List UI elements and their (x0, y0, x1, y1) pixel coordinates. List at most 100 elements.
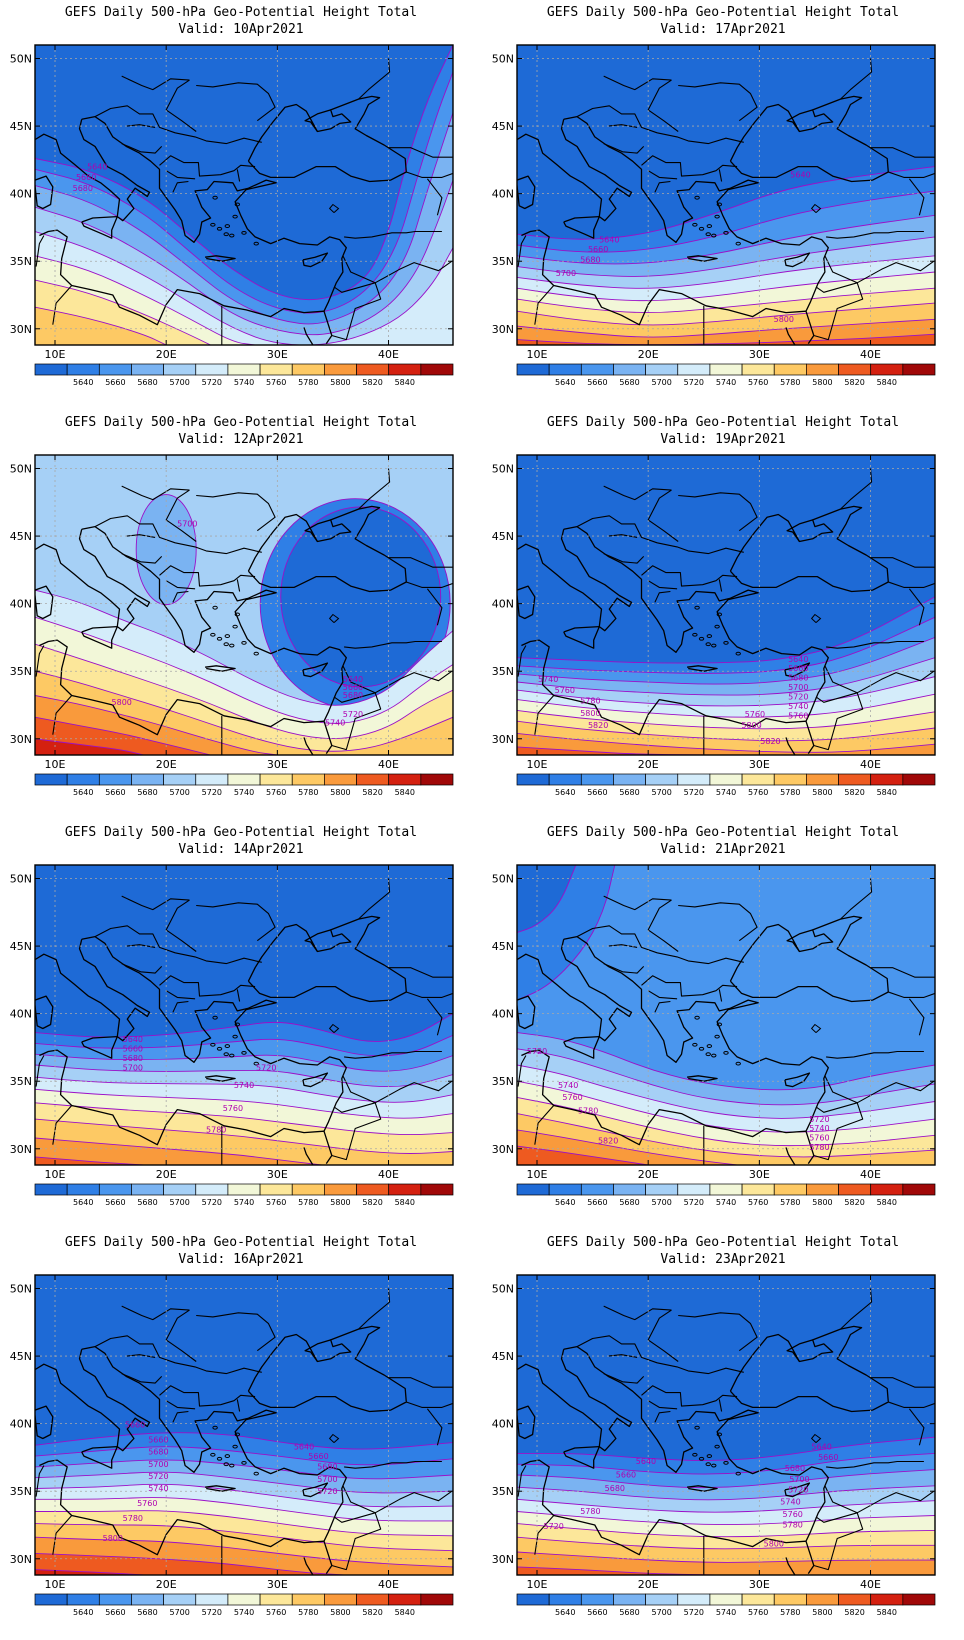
colorbar-label: 5720 (202, 788, 222, 797)
contour-label: 5640 (87, 162, 107, 171)
contour-label: 5760 (788, 712, 808, 721)
colorbar-swatch (677, 773, 711, 786)
contour-label: 5720 (527, 1047, 547, 1056)
island (223, 642, 229, 647)
contour-label: 5800 (774, 315, 794, 324)
coastline (563, 1345, 829, 1542)
contour-label: 5660 (588, 245, 608, 254)
country-border (826, 230, 924, 239)
colorbar-swatch (870, 1183, 904, 1196)
colorbar-label: 5840 (395, 788, 415, 797)
country-border (608, 124, 638, 128)
colorbar-label: 5820 (844, 1608, 864, 1617)
coastline (81, 1345, 347, 1542)
colorbar-label: 5780 (780, 788, 800, 797)
colorbar-label: 5780 (298, 1608, 318, 1617)
contour-label: 5800 (580, 709, 600, 718)
country-border (159, 1385, 256, 1407)
coastline (517, 529, 633, 632)
colorbar-swatch (163, 773, 197, 786)
contour-label: 5720 (148, 1472, 168, 1481)
contour-line (517, 720, 935, 742)
contour-label: 5760 (809, 1134, 829, 1143)
country-border (641, 975, 738, 997)
contour-line (517, 732, 935, 753)
island (212, 605, 218, 610)
island (253, 1471, 259, 1476)
colorbar-label: 5820 (844, 1198, 864, 1207)
contour-label: 5760 (137, 1499, 157, 1508)
colorbar-swatch (34, 773, 68, 786)
coastline (81, 115, 347, 312)
country-border (641, 565, 738, 587)
colorbar-label: 5780 (298, 788, 318, 797)
lon-tick-label: 20E (156, 1578, 177, 1591)
country-border (94, 1335, 262, 1375)
lat-tick-label: 45N (492, 530, 514, 543)
contour-line (35, 279, 211, 345)
coastline (517, 1405, 536, 1440)
colorbar-swatch (902, 773, 936, 786)
island (212, 1015, 218, 1020)
contour-label: 5780 (580, 697, 600, 706)
contour-line (517, 676, 935, 707)
coastline (563, 115, 829, 312)
lon-tick-label: 40E (860, 1578, 881, 1591)
contour-label: 5660 (308, 1452, 328, 1461)
lon-tick-label: 30E (749, 1578, 770, 1591)
lon-tick-label: 40E (378, 758, 399, 771)
colorbar-swatch (870, 363, 904, 376)
contour-label: 5640 (790, 170, 810, 179)
colorbar-label: 5640 (73, 378, 93, 387)
country-border (647, 1400, 678, 1410)
island (223, 232, 229, 237)
lat-tick-label: 45N (10, 940, 32, 953)
island (711, 1053, 717, 1058)
island (706, 1044, 713, 1048)
colorbar-swatch (356, 1593, 390, 1606)
coastline (303, 327, 314, 345)
colorbar-label: 5640 (555, 1608, 575, 1617)
colorbar-swatch (388, 1593, 422, 1606)
colorbar-swatch (259, 1593, 293, 1606)
colorbar-swatch (838, 1183, 872, 1196)
coastline (563, 1445, 600, 1469)
island (723, 1460, 729, 1465)
panel-19apr2021: GEFS Daily 500-hPa Geo-Potential Height … (482, 410, 964, 820)
colorbar-swatch (324, 363, 357, 376)
colorbar-swatch (259, 1183, 293, 1196)
colorbar-label: 5800 (812, 1608, 832, 1617)
coastline (786, 109, 813, 132)
colorbar-label: 5720 (202, 1608, 222, 1617)
lon-tick-label: 20E (638, 1578, 659, 1591)
coastline (205, 665, 236, 672)
fill-band (35, 307, 453, 345)
country-border (165, 170, 196, 180)
island (229, 1463, 235, 1468)
colorbar-swatch (645, 1183, 679, 1196)
colorbar-swatch (34, 363, 68, 376)
country-border (342, 1075, 453, 1104)
coastline (35, 939, 151, 1042)
coastline (517, 939, 633, 1042)
panel-title: GEFS Daily 500-hPa Geo-Potential Height … (546, 5, 900, 20)
coastline (563, 625, 600, 649)
colorbar-label: 5740 (716, 788, 736, 797)
contour-label: 5740 (809, 1124, 829, 1133)
lat-tick-label: 50N (10, 1283, 32, 1296)
ridge-core (135, 494, 197, 606)
lon-tick-label: 40E (378, 348, 399, 361)
contour-line (517, 657, 935, 696)
country-border (121, 895, 190, 911)
colorbar-swatch (227, 1593, 261, 1606)
country-border (647, 170, 678, 180)
island (253, 651, 259, 656)
colorbar-swatch (613, 773, 646, 786)
island (705, 642, 711, 647)
country-border (517, 645, 527, 677)
lake (328, 203, 340, 213)
island (229, 233, 235, 238)
island (723, 1050, 729, 1055)
island (705, 232, 711, 237)
